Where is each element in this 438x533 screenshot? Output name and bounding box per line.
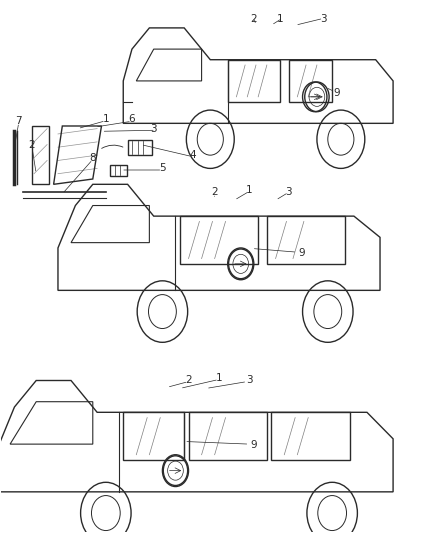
Bar <box>289 60 332 102</box>
Text: 2: 2 <box>185 375 192 385</box>
Text: 9: 9 <box>251 440 257 450</box>
Text: 6: 6 <box>129 114 135 124</box>
Text: 3: 3 <box>246 375 253 385</box>
Text: 2: 2 <box>28 140 35 150</box>
Text: 1: 1 <box>102 114 109 124</box>
Text: 3: 3 <box>320 14 327 24</box>
Text: 1: 1 <box>277 14 283 24</box>
Bar <box>127 140 152 155</box>
Text: 8: 8 <box>89 153 96 163</box>
Bar <box>228 60 280 102</box>
Text: 2: 2 <box>212 187 218 197</box>
Text: 3: 3 <box>285 187 292 197</box>
Bar <box>188 413 267 460</box>
Text: 9: 9 <box>298 248 305 259</box>
Bar <box>271 413 350 460</box>
Text: 4: 4 <box>190 150 196 160</box>
Text: 5: 5 <box>159 164 166 173</box>
Bar <box>123 413 184 460</box>
Text: 3: 3 <box>150 124 157 134</box>
Bar <box>110 165 127 176</box>
Text: 2: 2 <box>251 14 257 24</box>
Text: 7: 7 <box>15 116 22 126</box>
Bar <box>267 216 345 264</box>
Text: 9: 9 <box>333 87 340 98</box>
Text: 1: 1 <box>215 373 223 383</box>
Text: 1: 1 <box>246 184 253 195</box>
Bar <box>180 216 258 264</box>
